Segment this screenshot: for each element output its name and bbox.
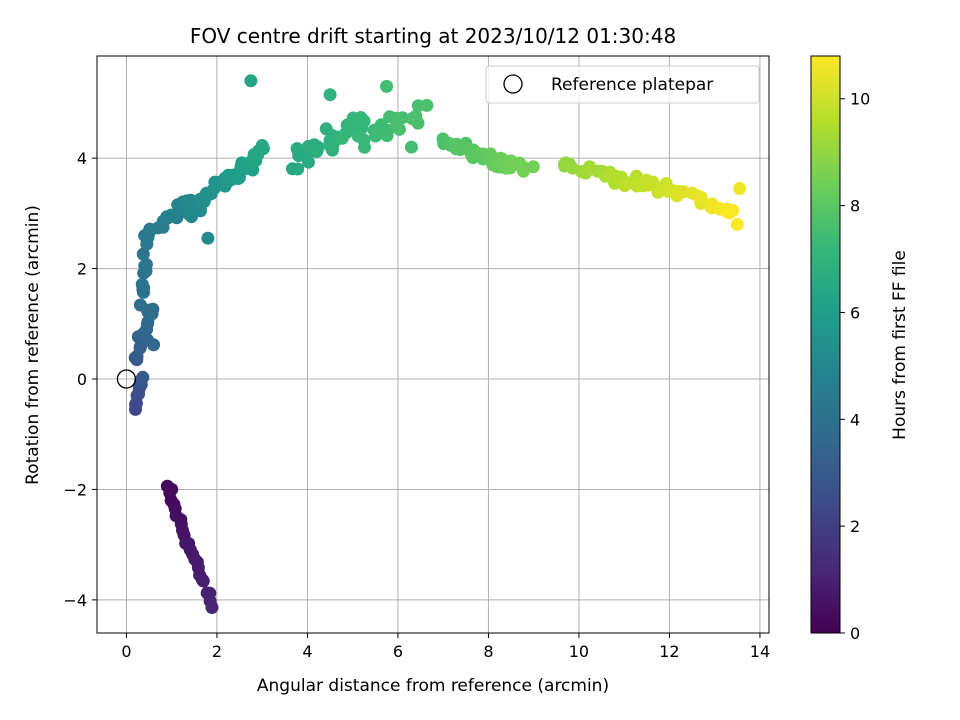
scatter-point: [726, 204, 740, 217]
scatter-point: [357, 114, 371, 128]
scatter-point: [201, 231, 215, 245]
scatter-point: [483, 147, 497, 161]
scatter-point: [517, 164, 530, 178]
colorbar-tick-label: 4: [850, 410, 860, 429]
scatter-point: [357, 133, 371, 147]
scatter-point: [335, 131, 349, 145]
scatter-point: [145, 307, 159, 321]
plot-frame: [96, 55, 770, 634]
scatter-point: [526, 160, 540, 174]
scatter-point: [652, 185, 666, 199]
colorbar-tick-label: 10: [850, 90, 870, 109]
scatter-point: [730, 217, 744, 231]
scatter-point: [244, 74, 258, 88]
scatter-point: [291, 162, 305, 176]
scatter-point: [380, 79, 394, 93]
y-tick-label: −2: [63, 480, 87, 499]
scatter-point: [584, 162, 598, 176]
y-tick-label: 0: [77, 370, 87, 389]
colorbar-tick-label: 6: [850, 303, 860, 322]
scatter-point: [393, 122, 406, 136]
x-tick-label: 4: [302, 642, 312, 661]
scatter-point: [205, 601, 219, 614]
scatter-point: [256, 141, 270, 155]
x-tick-label: 10: [569, 642, 589, 661]
x-tick-label: 14: [750, 642, 770, 661]
scatter-point: [420, 98, 434, 112]
scatter-point: [133, 298, 147, 312]
scatter-point: [733, 182, 747, 195]
legend-box: [485, 65, 760, 104]
reference-point-marker: [116, 369, 137, 389]
y-axis-label: Rotation from reference (arcmin): [23, 205, 43, 485]
scatter-points: [128, 74, 747, 614]
scatter-point: [323, 88, 337, 102]
reference-marker: [116, 369, 137, 389]
y-tick-label: −4: [63, 591, 87, 610]
x-tick-label: 0: [121, 642, 131, 661]
x-axis-label: Angular distance from reference (arcmin): [257, 676, 609, 696]
x-tick-label: 8: [483, 642, 493, 661]
legend-label-reference-platepar: Reference platepar: [551, 75, 713, 95]
x-tick-label: 6: [393, 642, 403, 661]
scatter-point: [135, 277, 149, 291]
chart-title: FOV centre drift starting at 2023/10/12 …: [190, 24, 676, 48]
x-tick-label: 12: [659, 642, 679, 661]
x-axis-ticks: 0 2 4 6 8 10 12 14: [121, 633, 770, 661]
scatter-point: [196, 574, 210, 588]
scatter-point: [147, 338, 161, 352]
scatter-point: [405, 112, 419, 126]
x-tick-label: 2: [212, 642, 222, 661]
scatter-point: [395, 111, 409, 125]
scatter-point: [302, 155, 315, 169]
y-axis-ticks: −4 −2 0 2 4: [63, 149, 97, 610]
scatter-point: [380, 129, 394, 143]
y-tick-label: 4: [77, 149, 87, 168]
scatter-point: [165, 482, 179, 496]
scatter-point: [139, 258, 153, 271]
scatter-point: [292, 149, 306, 163]
colorbar-tick-label: 2: [850, 517, 860, 536]
scatter-point: [310, 143, 324, 157]
colorbar-ticks: 0 2 4 6 8 10: [840, 90, 870, 643]
y-tick-label: 2: [77, 260, 87, 279]
colorbar-tick-label: 8: [850, 197, 860, 216]
colorbar: 0 2 4 6 8 10 Hours from first FF file: [810, 55, 910, 643]
colorbar-gradient: [811, 56, 840, 633]
scatter-point: [136, 370, 150, 384]
scatter-point: [405, 140, 418, 154]
colorbar-frame: [810, 55, 841, 634]
colorbar-tick-label: 0: [850, 624, 860, 643]
legend-marker-open-circle: [503, 74, 523, 94]
colorbar-label: Hours from first FF file: [890, 250, 910, 440]
scatter-point: [641, 178, 655, 192]
scatter-point: [618, 179, 632, 193]
scatter-point: [693, 192, 707, 206]
scatter-point: [136, 247, 150, 261]
plot-area: [97, 56, 769, 633]
legend: Reference platepar: [485, 65, 760, 104]
